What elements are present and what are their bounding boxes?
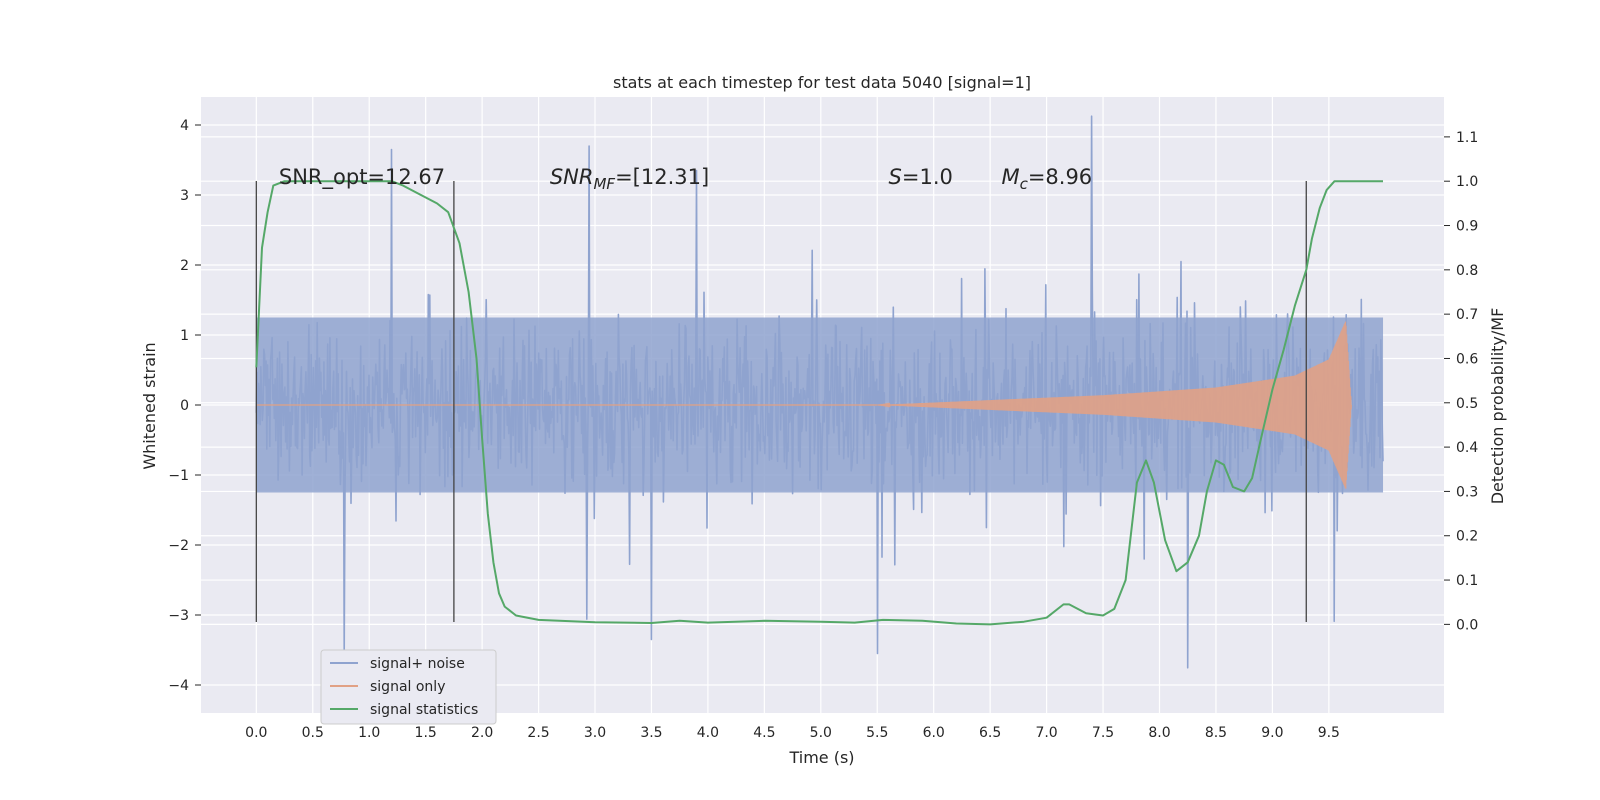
annotation-2: S=1.0: [889, 165, 953, 189]
line-signal-statistics: [255, 180, 1383, 626]
x-tick-label: 8.0: [1148, 725, 1170, 741]
x-axis-label: Time (s): [788, 748, 854, 767]
y-right-tick-label: 0.3: [1456, 484, 1478, 500]
y-tick-label: 4: [180, 118, 189, 134]
vertical-markers: [255, 181, 1307, 622]
series-signal-only: [256, 321, 1352, 489]
y-ticks: 4 3 2 1 0 −1 −2 −3 −4: [168, 118, 201, 694]
x-tick-label: 4.5: [753, 725, 775, 741]
y-tick-label: −2: [168, 538, 189, 554]
y-right-tick-label: 0.1: [1456, 573, 1478, 589]
y-axis-label-right: Detection probability/MF: [1488, 308, 1507, 505]
x-ticks: 0.0 0.5 1.0 1.5 2.0 2.5 3.0 3.5 4.0 4.5 5.0 5.5 6.0 6…: [245, 725, 1340, 741]
x-tick-label: 9.5: [1318, 725, 1340, 741]
y-tick-label: 3: [180, 188, 189, 204]
y-tick-label: 1: [180, 328, 189, 344]
y-tick-label: −1: [168, 468, 189, 484]
chart-title: stats at each timestep for test data 504…: [613, 73, 1031, 92]
annotation-1: SNRMF=[12.31]: [550, 165, 709, 193]
x-tick-label: 5.0: [810, 725, 832, 741]
y-tick-label: −4: [168, 678, 189, 694]
annotation-0: SNR_opt=12.67: [279, 165, 445, 190]
y-right-tick-label: 1.0: [1456, 174, 1478, 190]
y-right-tick-label: 1.1: [1456, 130, 1478, 146]
x-tick-label: 0.5: [302, 725, 324, 741]
x-tick-label: 1.0: [358, 725, 380, 741]
legend-label-signal-only: signal only: [370, 679, 445, 695]
x-tick-label: 2.5: [527, 725, 549, 741]
series-signal-statistics: [255, 180, 1383, 626]
x-tick-label: 9.0: [1261, 725, 1283, 741]
x-tick-label: 6.5: [979, 725, 1001, 741]
legend-label-signal-plus-noise: signal+ noise: [370, 656, 465, 672]
y-axis-label: Whitened strain: [140, 342, 159, 469]
x-tick-label: 8.5: [1205, 725, 1227, 741]
x-tick-label: 1.5: [415, 725, 437, 741]
x-tick-label: 6.0: [923, 725, 945, 741]
legend-box: [320, 649, 497, 725]
x-tick-label: 2.0: [471, 725, 493, 741]
y-tick-label: 0: [180, 398, 189, 414]
y-right-tick-label: 0.0: [1456, 617, 1478, 633]
y-right-tick-label: 0.4: [1456, 440, 1478, 456]
y-tick-label: 2: [180, 258, 189, 274]
y-right-tick-label: 0.6: [1456, 351, 1478, 367]
x-tick-label: 3.5: [640, 725, 662, 741]
annotations: SNR_opt=12.67 SNRMF=[12.31] S=1.0 Mc=8.96: [279, 165, 1092, 193]
y-right-tick-label: 0.7: [1456, 307, 1478, 323]
line-signal-only: [877, 321, 1352, 489]
legend-label-signal-statistics: signal statistics: [370, 702, 478, 718]
x-tick-label: 3.0: [584, 725, 606, 741]
x-tick-label: 7.5: [1092, 725, 1114, 741]
y-right-tick-label: 0.2: [1456, 529, 1478, 545]
annotation-3: Mc=8.96: [1001, 165, 1092, 193]
y-tick-label: −3: [168, 608, 189, 624]
legend: signal+ noise signal only signal statist…: [320, 649, 497, 725]
x-tick-label: 7.0: [1035, 725, 1057, 741]
y-right-tick-label: 0.5: [1456, 396, 1478, 412]
y-ticks-right: 1.1 1.0 0.9 0.8 0.7 0.6 0.5 0.4 0.3 0.2 0.1 0.0: [1444, 130, 1478, 633]
x-tick-label: 4.0: [697, 725, 719, 741]
x-tick-label: 0.0: [245, 725, 267, 741]
y-right-tick-label: 0.9: [1456, 219, 1478, 235]
y-right-tick-label: 0.8: [1456, 263, 1478, 279]
x-tick-label: 5.5: [866, 725, 888, 741]
